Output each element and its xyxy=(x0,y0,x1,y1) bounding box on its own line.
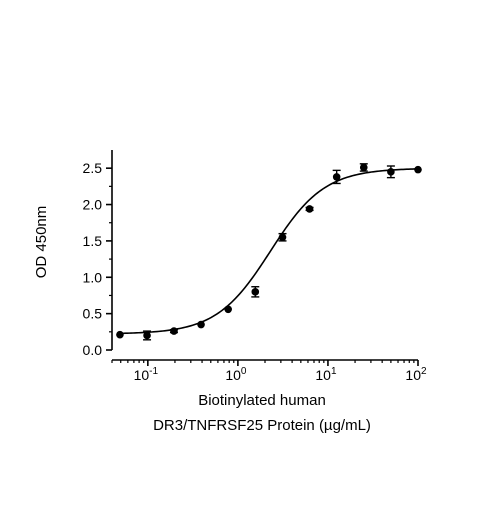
data-point xyxy=(224,305,232,314)
y-tick-label: 2.0 xyxy=(83,197,103,213)
y-axis-label: OD 450nm xyxy=(33,206,50,279)
x-tick-label: 100 xyxy=(225,366,247,383)
x-axis-label-line-1: Biotinylated human xyxy=(198,392,326,409)
data-point xyxy=(251,288,260,296)
data-point xyxy=(359,163,368,172)
data-point xyxy=(197,320,205,329)
data-point xyxy=(414,165,422,174)
x-axis-label-line-2: DR3/TNFRSF25 Protein (µg/mL) xyxy=(153,417,371,434)
y-tick-label: 0.5 xyxy=(83,306,103,322)
y-tick-label: 1.0 xyxy=(83,269,103,285)
axes-layer: 0.0 0.5 1.0 1.5 2.0 2.5 10-1 100 101 102 xyxy=(83,150,427,383)
y-tick-label: 0.0 xyxy=(83,342,103,358)
data-point xyxy=(305,205,314,213)
data-point xyxy=(116,330,124,339)
data-point xyxy=(387,168,395,176)
data-point xyxy=(143,331,151,340)
data-point xyxy=(332,173,341,181)
fit-curve xyxy=(119,168,419,335)
x-tick-label: 102 xyxy=(405,366,427,383)
fit-curve-layer xyxy=(119,168,419,335)
data-point xyxy=(170,327,178,335)
data-points-layer xyxy=(116,163,422,341)
x-tick-label: 101 xyxy=(315,366,337,383)
data-point xyxy=(278,233,287,242)
y-tick-label: 1.5 xyxy=(83,233,103,249)
x-tick-label: 10-1 xyxy=(134,366,159,383)
y-tick-label: 2.5 xyxy=(83,160,103,176)
